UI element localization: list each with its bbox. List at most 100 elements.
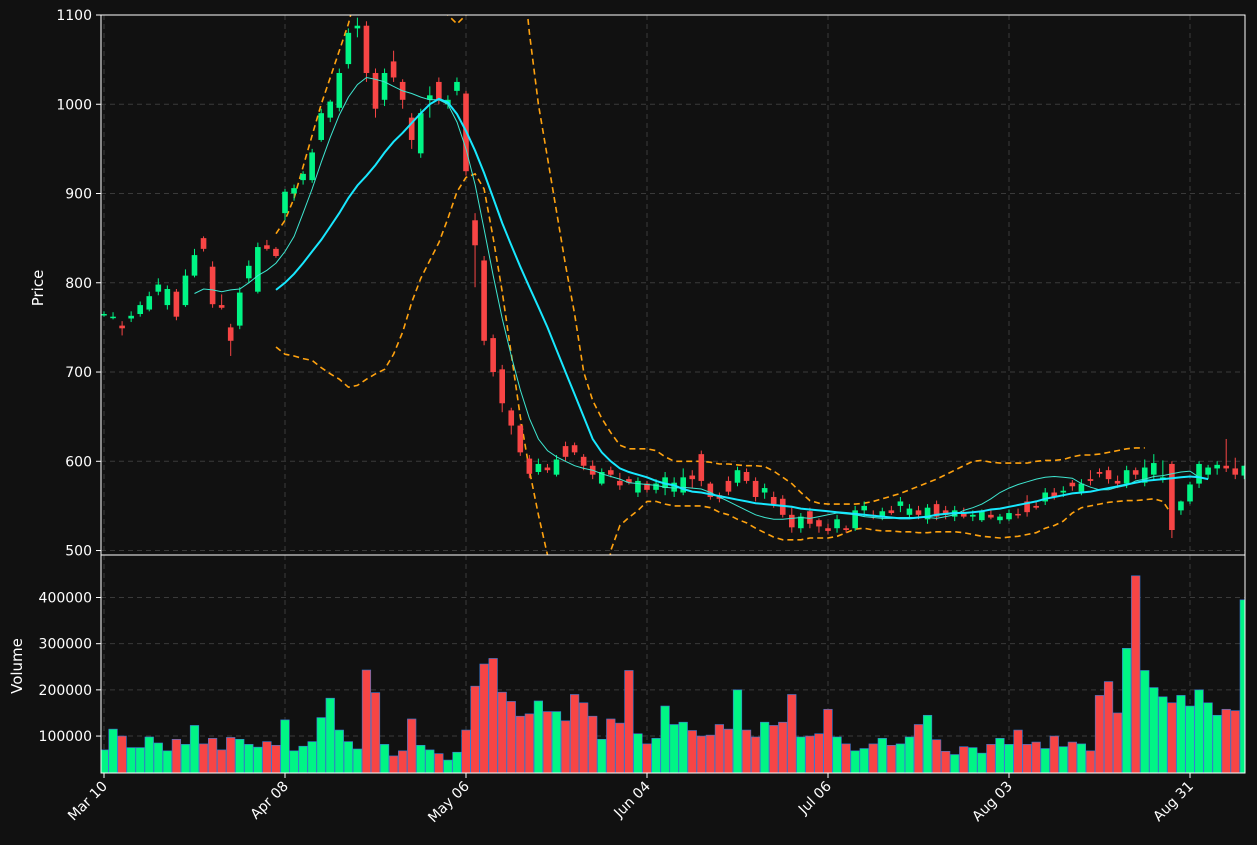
candle-body: [137, 305, 143, 315]
volume-bar: [1203, 702, 1213, 773]
volume-bar: [370, 692, 381, 773]
candle-body: [888, 510, 895, 514]
candle-body: [1105, 470, 1112, 480]
candle-body: [1169, 463, 1175, 531]
candle-body: [617, 480, 623, 486]
volume-bar: [515, 715, 525, 773]
price-tick-label: 1100: [56, 8, 92, 24]
volume-bar: [1194, 689, 1204, 773]
volume-bar: [615, 722, 625, 773]
volume-bar: [895, 743, 905, 773]
volume-bar: [298, 745, 308, 773]
volume-bar: [235, 738, 245, 773]
candle-body: [1060, 490, 1067, 493]
volume-bar: [198, 743, 209, 773]
volume-bar: [443, 759, 453, 773]
moving-average-lines: [194, 76, 1209, 520]
price-tick-label: 700: [65, 365, 92, 381]
volume-bar: [714, 724, 724, 773]
candle-body: [526, 458, 533, 474]
volume-bar: [1140, 670, 1150, 773]
volume-tick-label: 200000: [39, 683, 92, 699]
candle-body: [1214, 464, 1220, 469]
candle-body: [454, 81, 460, 91]
candle-body: [200, 238, 207, 249]
price-tick-label: 600: [65, 454, 92, 470]
candle-body: [273, 248, 279, 256]
volume-bar: [479, 663, 489, 773]
volume-bar: [352, 748, 363, 773]
volume-bar: [913, 724, 924, 773]
candle-body: [318, 113, 324, 140]
lower-band-line: [275, 172, 1173, 555]
volume-bar: [950, 754, 960, 773]
volume-bar: [1013, 729, 1023, 773]
price-y-ticks: 500 600 700 800 900 1000 1100: [56, 8, 101, 560]
candle-body: [897, 501, 904, 506]
candle-body: [988, 514, 994, 518]
volume-bar: [334, 729, 344, 773]
volume-bar: [1131, 575, 1141, 773]
volume-bar: [796, 736, 806, 773]
volume-bar: [750, 736, 761, 773]
candle-body: [798, 516, 804, 529]
volume-bar: [1094, 695, 1105, 773]
volume-bar: [1167, 702, 1177, 773]
volume-bar: [434, 753, 444, 773]
volume-bar: [171, 738, 182, 773]
volume-bar: [1103, 681, 1114, 773]
volume-bar: [588, 715, 598, 773]
candle-body: [345, 32, 352, 65]
volume-bar: [741, 729, 752, 773]
candle-body: [734, 470, 741, 483]
candle-body: [770, 496, 777, 505]
candle-body: [1078, 483, 1085, 492]
volume-bar: [1122, 647, 1132, 773]
price-tick-label: 1000: [56, 97, 92, 113]
candle-body: [354, 25, 361, 29]
volume-y-ticks: 100000 200000 300000 400000: [39, 590, 101, 745]
candle-body: [119, 325, 125, 329]
volume-bar: [1031, 741, 1041, 773]
volume-bar: [1176, 695, 1186, 773]
candle-body: [680, 477, 686, 493]
volume-bar: [262, 741, 272, 773]
candle-body: [825, 528, 831, 531]
candle-body: [1087, 479, 1094, 481]
volume-bar: [968, 747, 978, 773]
price-tick-label: 800: [65, 276, 92, 292]
volume-panel: 100000 200000 300000 400000 Volume: [8, 554, 1246, 774]
candle-body: [1151, 463, 1157, 475]
volume-bar: [678, 721, 688, 773]
volume-bar: [732, 689, 743, 773]
candle-body: [481, 260, 487, 341]
candles: [101, 17, 1245, 539]
candle-body: [1114, 480, 1121, 484]
candle-body: [644, 483, 650, 490]
volume-bar: [805, 735, 815, 773]
candle-body: [698, 454, 705, 481]
candle-body: [436, 81, 442, 100]
candle-body: [544, 467, 551, 471]
volume-bar: [153, 742, 163, 773]
volume-bar: [316, 717, 326, 773]
volume-bar: [1149, 687, 1159, 773]
volume-bar: [642, 743, 652, 773]
volume-bar: [343, 741, 353, 773]
volume-bar: [1212, 714, 1222, 773]
volume-bar: [687, 730, 697, 773]
volume-bar: [289, 750, 299, 773]
volume-bar: [760, 721, 770, 773]
volume-bar: [769, 725, 779, 773]
volume-bar: [1040, 748, 1050, 773]
volume-bar: [1058, 746, 1068, 773]
candle-body: [1096, 471, 1103, 474]
candle-body: [1042, 492, 1048, 502]
volume-bar: [1076, 743, 1086, 773]
candle-body: [417, 113, 424, 154]
volume-bars: [101, 575, 1245, 773]
candle-body: [472, 220, 478, 246]
volume-bar: [398, 750, 408, 773]
candle-body: [490, 338, 496, 373]
candle-body: [580, 456, 587, 466]
